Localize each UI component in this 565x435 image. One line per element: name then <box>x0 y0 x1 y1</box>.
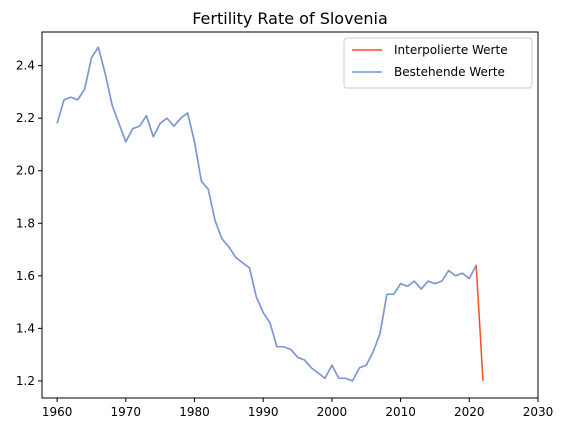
legend-box <box>343 37 533 89</box>
series-line-1 <box>56 46 477 382</box>
y-tick-label: 1.6 <box>16 269 35 283</box>
legend-label-existing: Bestehende Werte <box>394 65 505 79</box>
x-tick-label: 2000 <box>317 405 348 419</box>
x-tick-label: 2030 <box>523 405 554 419</box>
axes-frame <box>41 31 539 399</box>
x-tick-label: 2020 <box>454 405 485 419</box>
plot-area <box>56 46 484 382</box>
y-tick-label: 1.4 <box>16 321 35 335</box>
x-tick-label: 2010 <box>385 405 416 419</box>
y-tick-label: 2.0 <box>16 164 35 178</box>
chart-title: Fertility Rate of Slovenia <box>192 9 388 28</box>
y-tick-label: 2.2 <box>16 111 35 125</box>
x-tick-label: 1960 <box>42 405 73 419</box>
x-tick-label: 1970 <box>111 405 142 419</box>
legend: Interpolierte Werte Bestehende Werte <box>343 37 533 89</box>
y-tick-label: 1.8 <box>16 216 35 230</box>
legend-label-interpolated: Interpolierte Werte <box>394 43 508 57</box>
x-tick-label: 1990 <box>248 405 279 419</box>
y-tick-label: 1.2 <box>16 374 35 388</box>
x-tick-label: 1980 <box>179 405 210 419</box>
axis-ticks: 1960 1970 1980 1990 2000 2010 2020 2030 1.2 1.4 1.… <box>16 59 553 419</box>
y-tick-label: 2.4 <box>16 59 35 73</box>
series-line-0 <box>56 46 484 382</box>
